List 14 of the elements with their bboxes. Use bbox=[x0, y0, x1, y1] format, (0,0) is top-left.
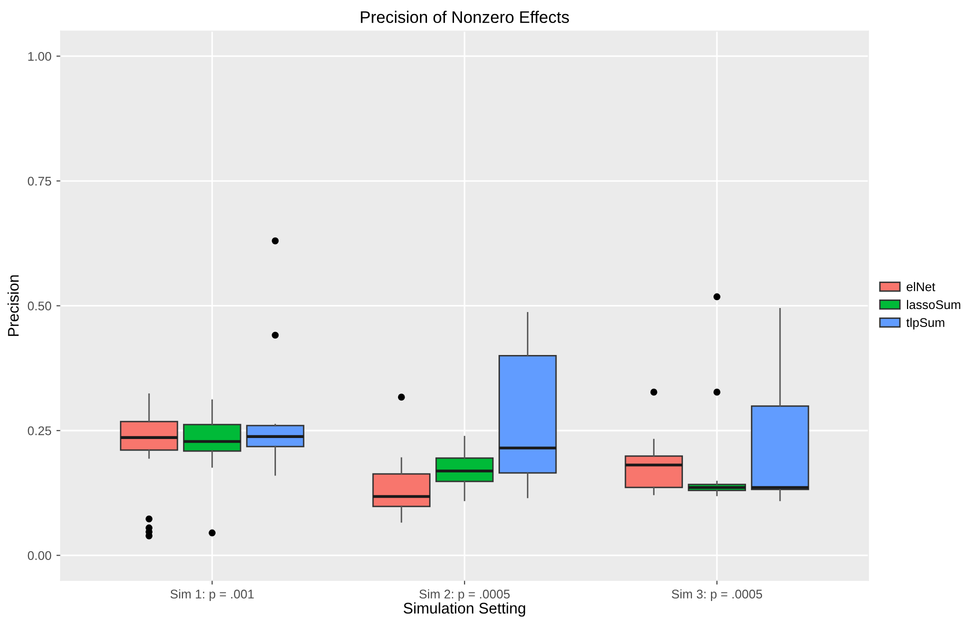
x-tick-label: Sim 3: p = .0005 bbox=[672, 589, 762, 601]
y-tick-label: 0.25 bbox=[28, 426, 52, 436]
y-tick-label: 0.00 bbox=[28, 551, 52, 560]
y-tick-label: 1.00 bbox=[28, 52, 52, 61]
legend-label: lassoSum bbox=[907, 300, 960, 310]
legend-label: elNet bbox=[906, 282, 936, 292]
x-tick-label: Sim 1: p = .001 bbox=[170, 589, 254, 601]
y-axis-title: Precision bbox=[8, 275, 19, 336]
chart-title: Precision of Nonzero Effects bbox=[360, 10, 569, 24]
x-axis-title: Simulation Setting bbox=[404, 602, 526, 617]
x-tick-label: Sim 2: p = .0005 bbox=[419, 589, 510, 601]
y-tick-label: 0.75 bbox=[28, 176, 52, 186]
legend-label: tlpSum bbox=[906, 318, 944, 330]
y-tick-label: 0.50 bbox=[28, 302, 52, 310]
